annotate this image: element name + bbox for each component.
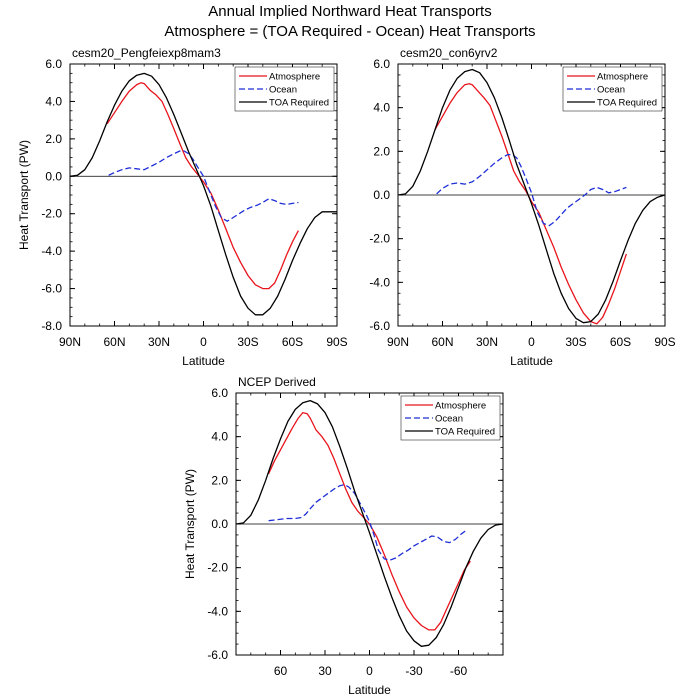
y-tick-label: 2.0 [45, 132, 62, 146]
x-tick-label: -30 [405, 664, 423, 678]
x-tick-label: 90S [654, 335, 675, 349]
series-line-ocean [436, 153, 627, 227]
legend-label-ocean: Ocean [597, 85, 625, 96]
y-tick-label: 0.0 [45, 169, 62, 183]
legend-label-ocean: Ocean [435, 414, 463, 425]
x-tick-label: 90N [59, 335, 81, 349]
x-tick-label: 0 [366, 664, 373, 678]
figure-title-line1: Annual Implied Northward Heat Transports [208, 3, 492, 20]
y-tick-label: 2.0 [211, 473, 228, 487]
y-tick-label: 6.0 [211, 386, 228, 400]
y-tick-label: -6.0 [207, 648, 228, 662]
y-tick-label: -6.0 [369, 319, 390, 333]
series-line-atmosphere [268, 411, 471, 631]
y-tick-label: -4.0 [41, 244, 62, 258]
y-tick-label: -4.0 [369, 275, 390, 289]
x-tick-label: 90N [387, 335, 409, 349]
y-tick-label: -2.0 [369, 232, 390, 246]
series-line-atmosphere [434, 83, 628, 325]
y-tick-label: 6.0 [45, 57, 62, 71]
y-tick-label: -2.0 [207, 561, 228, 575]
series-line-toa-required [70, 72, 337, 316]
x-tick-label: 60S [282, 335, 303, 349]
x-tick-label: 0 [528, 335, 535, 349]
y-tick-label: -4.0 [207, 604, 228, 618]
x-tick-label: 60N [103, 335, 125, 349]
y-axis-label: Heat Transport (PW) [17, 140, 31, 250]
y-tick-label: 4.0 [373, 101, 390, 115]
x-tick-label: 0 [200, 335, 207, 349]
figure-title-line2: Atmosphere = (TOA Required - Ocean) Heat… [164, 23, 536, 40]
y-tick-label: 6.0 [373, 57, 390, 71]
series-group [236, 399, 503, 647]
panel-title: cesm20_con6yrv2 [400, 46, 498, 60]
x-axis-label: Latitude [182, 354, 225, 368]
chart-panel-2: 90N 60N 30N 0 30S 60S 90S 6.0 4.0 2.0 0.0 -2.0 -4.0 -… [369, 46, 675, 368]
y-tick-label: 4.0 [211, 430, 228, 444]
x-tick-label: 60N [431, 335, 453, 349]
series-group [70, 72, 337, 316]
y-tick-label: -8.0 [41, 319, 62, 333]
panel-title: cesm20_Pengfeiexp8mam3 [72, 46, 221, 60]
x-tick-label: 30N [476, 335, 498, 349]
legend-box [234, 66, 335, 112]
chart-panel-1: 90N 60N 30N 0 30S 60S 90S 6.0 4.0 2.0 0.0 -2.0 -4.0 -… [17, 46, 348, 368]
y-tick-label: 0.0 [373, 188, 390, 202]
legend-label-ocean: Ocean [269, 85, 297, 96]
legend: Atmosphere Ocean TOA Required [562, 66, 663, 112]
series-group [398, 68, 665, 325]
x-tick-label: 30S [565, 335, 586, 349]
y-tick-label: -2.0 [41, 207, 62, 221]
y-tick-label: 2.0 [373, 144, 390, 158]
x-tick-label: 30 [318, 664, 332, 678]
series-line-toa-required [236, 399, 503, 647]
legend-label-toa-required: TOA Required [269, 98, 329, 109]
x-tick-label: 30S [237, 335, 258, 349]
y-axis-label: Heat Transport (PW) [183, 469, 197, 579]
series-line-ocean [108, 150, 299, 222]
panel-title: NCEP Derived [238, 375, 316, 389]
x-tick-label: 90S [326, 335, 347, 349]
legend-label-atmosphere: Atmosphere [435, 401, 486, 412]
y-tick-label: 0.0 [211, 517, 228, 531]
legend-label-atmosphere: Atmosphere [597, 72, 648, 83]
x-tick-label: 30N [148, 335, 170, 349]
series-line-atmosphere [106, 82, 299, 290]
x-tick-label: 60 [274, 664, 288, 678]
x-axis-label: Latitude [348, 683, 391, 697]
chart-panel-3: 60 30 0 -30 -60 6.0 4.0 2.0 0.0 -2.0 -4.0 -6.0 NCEP … [183, 375, 504, 697]
y-tick-label: -6.0 [41, 282, 62, 296]
series-line-toa-required [398, 68, 665, 324]
legend: Atmosphere Ocean TOA Required [400, 395, 501, 441]
legend-label-toa-required: TOA Required [597, 98, 657, 109]
y-tick-label: 4.0 [45, 94, 62, 108]
x-axis-label: Latitude [510, 354, 553, 368]
series-line-ocean [268, 484, 468, 561]
legend-label-toa-required: TOA Required [435, 427, 495, 438]
x-tick-label: -60 [450, 664, 468, 678]
x-tick-label: 60S [610, 335, 631, 349]
legend: Atmosphere Ocean TOA Required [234, 66, 335, 112]
legend-label-atmosphere: Atmosphere [269, 72, 320, 83]
